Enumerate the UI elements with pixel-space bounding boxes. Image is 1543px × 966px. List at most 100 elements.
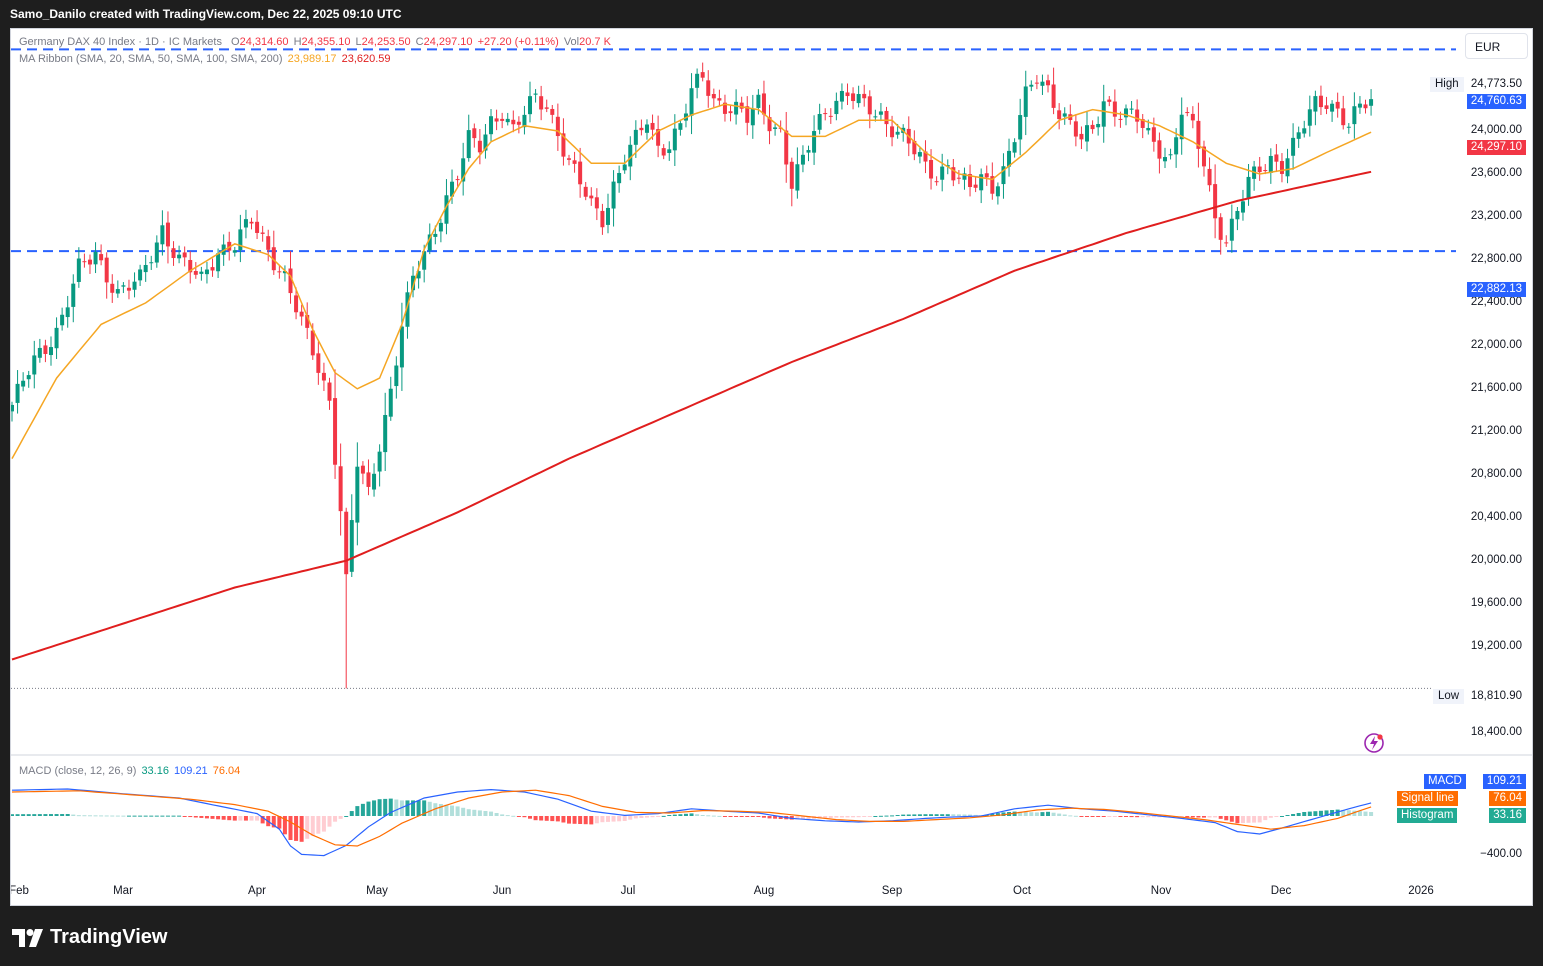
candle [104, 252, 109, 299]
chart-frame[interactable]: Germany DAX 40 Index · 1D · IC Markets O… [10, 28, 1533, 906]
histogram-bar [99, 815, 104, 817]
histogram-bar [260, 816, 265, 824]
candle-body [940, 166, 945, 180]
candle-body [884, 110, 889, 125]
histogram-bar [37, 814, 42, 816]
histogram-bar [21, 814, 26, 816]
histogram-bar [1363, 811, 1368, 816]
histogram-bar [728, 816, 733, 817]
histogram-bar [951, 814, 956, 816]
candle [110, 274, 115, 303]
candle [1229, 204, 1234, 253]
candle [383, 392, 388, 471]
histogram-bar [355, 806, 360, 816]
lightning-icon[interactable] [1363, 732, 1385, 754]
candle-body [1285, 158, 1290, 177]
histogram-bar [834, 816, 839, 818]
candle [1157, 132, 1162, 174]
candle-body [528, 96, 533, 115]
histogram-bar [962, 814, 967, 816]
candle-body [934, 181, 939, 183]
candle [210, 258, 215, 277]
high-value: 24,355.10 [301, 36, 351, 48]
histogram-bar [1146, 816, 1151, 818]
candle-body [255, 221, 260, 233]
price-axis-tick: 18,400.00 [1470, 725, 1522, 738]
candle-body [1224, 242, 1229, 244]
candle-body [338, 466, 343, 512]
candle-body [427, 234, 432, 251]
candle-body [511, 119, 516, 125]
histogram-bar [500, 814, 505, 816]
histogram-bar [890, 815, 895, 817]
histogram-bar [778, 816, 783, 819]
candle [812, 115, 817, 165]
candle [1252, 160, 1257, 191]
candle-body [600, 210, 605, 228]
candle-body [1040, 81, 1045, 86]
candle-body [561, 133, 566, 157]
histogram-bar [427, 801, 432, 816]
histogram-bar [1051, 812, 1056, 816]
candle [399, 302, 404, 391]
histogram-bar [678, 814, 683, 816]
candle [32, 340, 37, 389]
candle-body [232, 250, 237, 253]
candle [266, 229, 271, 262]
support-level-label: 22,882.13 [1466, 282, 1526, 297]
candle [589, 187, 594, 206]
histogram-bar [282, 816, 287, 835]
candle [193, 262, 198, 279]
candle-body [951, 167, 956, 181]
candle-body [466, 130, 471, 159]
histogram-bar [321, 816, 326, 832]
candle [37, 338, 42, 363]
candle-body [672, 128, 677, 151]
histogram-bar [661, 815, 666, 817]
candle-body [1190, 113, 1195, 121]
candle-body [210, 267, 215, 271]
candle [1085, 111, 1090, 152]
candle-body [355, 466, 360, 523]
chart-canvas[interactable] [11, 29, 1533, 906]
candle-body [1135, 109, 1140, 122]
candle [761, 80, 766, 125]
histogram-bar [1151, 816, 1156, 818]
candle [1057, 103, 1062, 130]
candle-body [583, 186, 588, 197]
histogram-bar [700, 815, 705, 816]
histogram-bar [539, 816, 544, 821]
candle [600, 203, 605, 235]
candle [789, 157, 794, 207]
candle [472, 123, 477, 148]
histogram-bar [411, 800, 416, 816]
candle-body [154, 242, 159, 263]
histogram-bar [93, 815, 98, 817]
histogram-bar [717, 815, 722, 817]
candle [956, 170, 961, 185]
candle-body [1146, 127, 1151, 131]
candle-body [728, 111, 733, 114]
candle-body [299, 311, 304, 317]
candle-body [21, 380, 26, 387]
candle [667, 141, 672, 161]
candle-body [956, 177, 961, 179]
candle [1112, 89, 1117, 127]
tradingview-logo[interactable]: TradingView [12, 926, 167, 949]
candle-body [800, 154, 805, 165]
histogram-bar [177, 815, 182, 817]
candle [700, 62, 705, 82]
candle-body [177, 254, 182, 259]
histogram-bar [873, 816, 878, 817]
histogram-bar [1268, 816, 1273, 818]
candle [990, 162, 995, 200]
candle [951, 158, 956, 187]
histogram-bar [639, 816, 644, 818]
candle-body [1140, 119, 1145, 128]
candle-body [433, 233, 438, 237]
candle-body [1246, 176, 1251, 199]
candle-body [806, 150, 811, 153]
currency-button[interactable]: EUR [1465, 33, 1528, 59]
candle [1018, 98, 1023, 156]
histogram-bar [1207, 816, 1212, 818]
